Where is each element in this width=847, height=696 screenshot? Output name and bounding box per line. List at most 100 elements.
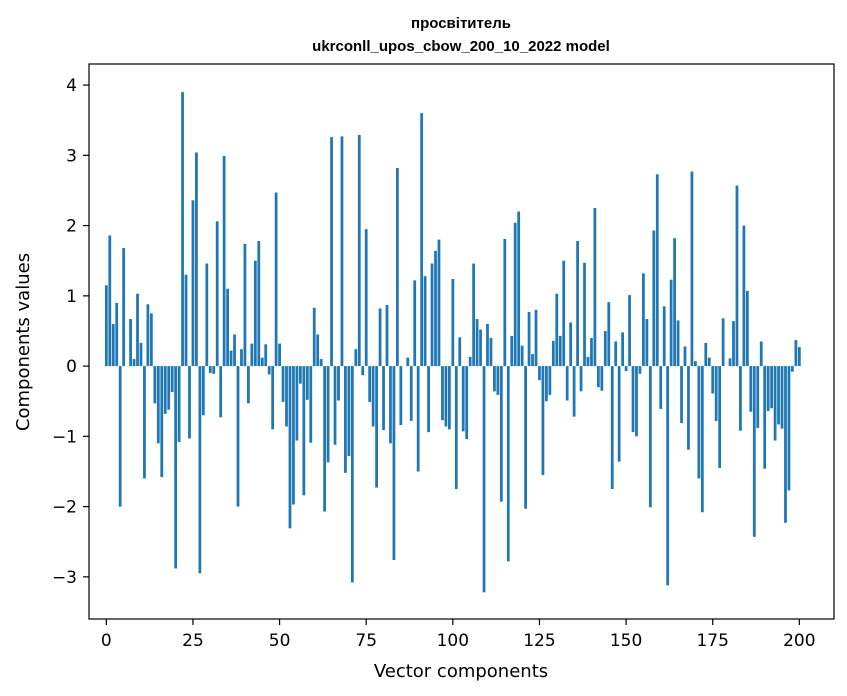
bar [752,366,756,537]
bar [562,260,566,367]
bar [583,262,586,367]
bar [191,200,195,367]
bar [399,366,403,426]
bar [271,366,275,430]
bar [115,302,119,367]
bar [735,185,739,367]
bar [614,341,618,367]
bar [503,238,507,367]
bar [163,366,167,414]
y-tick-label: 4 [66,76,77,96]
x-tick-label: 100 [437,631,469,651]
bar [170,366,174,393]
bar [586,356,590,367]
bar [548,366,552,395]
bar [177,366,181,442]
bar [441,366,444,421]
bar [260,357,264,367]
bar [350,366,354,583]
bar [680,366,683,423]
bar [669,279,673,367]
bar [108,235,112,367]
bar [281,366,285,402]
bar [233,334,236,367]
bar [486,323,489,367]
y-tick-label: 1 [66,287,77,307]
bar [655,174,659,367]
bar [766,366,770,412]
bar [531,354,534,367]
bar [794,340,798,367]
bar [347,366,351,457]
bar [617,366,621,462]
bar [420,113,424,367]
bar [645,319,649,367]
bar [777,366,780,425]
bar [538,366,541,381]
bar [465,366,469,440]
bar [479,329,482,367]
bar [330,137,333,367]
x-tick-label: 0 [101,631,112,651]
bar [143,366,146,479]
y-axis-ticks: −3 −2 −1 0 1 2 3 4 [52,76,89,588]
x-tick-label: 25 [182,631,204,651]
bar [631,366,635,433]
bar [687,366,690,450]
bar [763,366,767,469]
bar [292,366,295,505]
bar [139,342,143,367]
bar [319,359,323,367]
y-axis-label: Components values [13,253,34,431]
y-tick-label: −3 [52,568,77,588]
bar [156,366,160,444]
bar [278,343,281,367]
bar [545,366,548,402]
bar [683,346,687,367]
bar [662,306,666,367]
bar [787,366,791,491]
bar [784,366,787,523]
bar [396,167,399,367]
bar [759,341,763,367]
bar [385,304,389,367]
bar [579,366,583,392]
bar [510,335,514,367]
bar [676,320,680,367]
bar [247,366,250,404]
bar [642,273,645,367]
bar [534,309,538,367]
bar [198,366,202,574]
bar [652,230,656,367]
bar [222,156,226,367]
bar [739,366,742,431]
bar [215,221,219,367]
bar [389,366,392,444]
bar [122,248,126,367]
bar [493,366,496,392]
bar [624,366,628,372]
bar [288,366,292,529]
bar [243,243,247,367]
bar [195,152,198,367]
bar [354,349,358,367]
bar [236,366,240,507]
bar [780,366,784,429]
y-tick-label: 2 [66,217,77,237]
bar [527,311,531,367]
bar [596,366,600,388]
bar [312,307,316,367]
bar [375,366,378,488]
bar [302,366,306,496]
bar [340,136,344,367]
bar [517,211,521,367]
bar [475,319,479,367]
bar [565,366,569,401]
bar [201,366,205,416]
y-tick-label: −1 [52,427,77,447]
bar [572,366,576,417]
bar [188,366,191,439]
bar [219,366,223,418]
bar [226,288,229,367]
